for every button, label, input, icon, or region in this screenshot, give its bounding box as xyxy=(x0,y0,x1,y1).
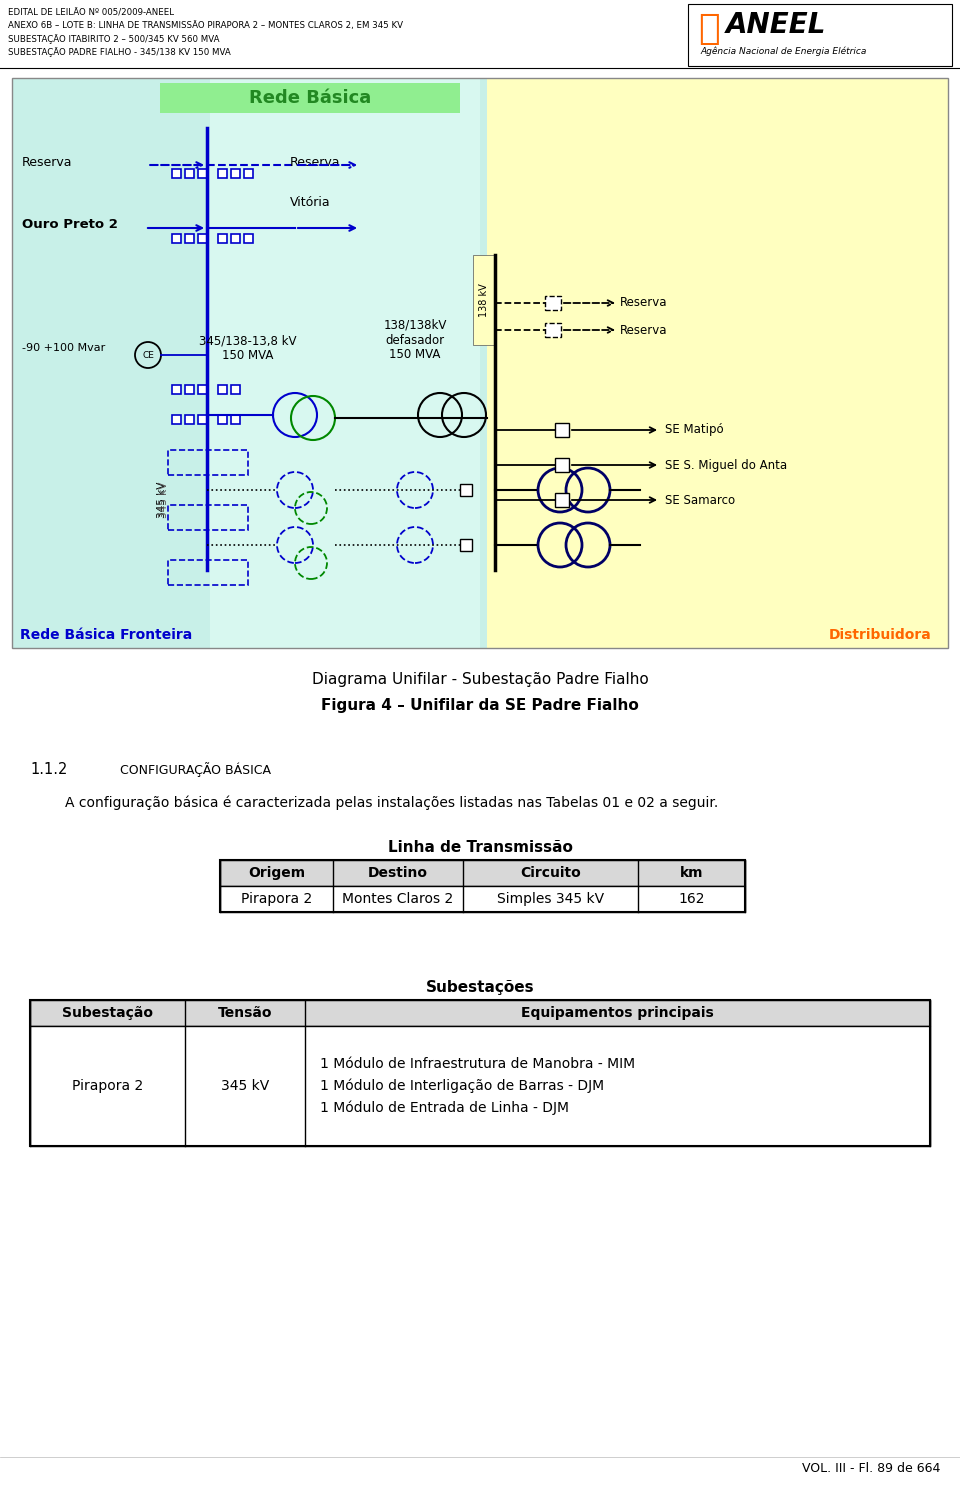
Text: ⯈: ⯈ xyxy=(698,12,720,46)
Text: Reserva: Reserva xyxy=(620,323,667,336)
Text: Vitória: Vitória xyxy=(290,196,330,210)
Bar xyxy=(220,860,745,885)
Bar xyxy=(168,449,248,475)
Text: Rede Básica: Rede Básica xyxy=(249,89,372,107)
Text: ANEEL: ANEEL xyxy=(726,10,827,39)
Bar xyxy=(231,234,240,243)
Bar xyxy=(172,234,181,243)
Bar xyxy=(172,385,181,394)
Bar xyxy=(231,415,240,424)
Text: SE Samarco: SE Samarco xyxy=(665,494,735,506)
Bar xyxy=(545,323,561,336)
Bar xyxy=(218,170,227,179)
Text: SE S. Miguel do Anta: SE S. Miguel do Anta xyxy=(665,458,787,472)
Bar xyxy=(231,170,240,179)
Text: 345/138-13,8 kV
150 MVA: 345/138-13,8 kV 150 MVA xyxy=(200,333,297,362)
Text: 138/138kV
defasador
150 MVA: 138/138kV defasador 150 MVA xyxy=(383,318,446,362)
Text: A configuração básica é caracterizada pelas instalações listadas nas Tabelas 01 : A configuração básica é caracterizada pe… xyxy=(65,795,718,809)
Text: 162: 162 xyxy=(679,891,705,906)
Bar xyxy=(185,170,194,179)
Bar xyxy=(198,415,207,424)
Text: EDITAL DE LEILÃO Nº 005/2009-ANEEL: EDITAL DE LEILÃO Nº 005/2009-ANEEL xyxy=(8,7,174,16)
Bar xyxy=(160,83,460,113)
Text: Reserva: Reserva xyxy=(22,156,73,170)
Text: Pirapora 2: Pirapora 2 xyxy=(241,891,312,906)
Text: Figura 4 – Unifilar da SE Padre Fialho: Figura 4 – Unifilar da SE Padre Fialho xyxy=(322,698,638,713)
Text: Montes Claros 2: Montes Claros 2 xyxy=(343,891,454,906)
Text: SUBESTAÇÃO PADRE FIALHO - 345/138 KV 150 MVA: SUBESTAÇÃO PADRE FIALHO - 345/138 KV 150… xyxy=(8,48,230,57)
Text: Distribuidora: Distribuidora xyxy=(828,628,931,641)
Text: Ouro Preto 2: Ouro Preto 2 xyxy=(22,219,118,232)
Bar xyxy=(555,458,569,472)
Bar xyxy=(460,484,472,496)
Text: ANEXO 6B – LOTE B: LINHA DE TRANSMISSÃO PIRAPORA 2 – MONTES CLAROS 2, EM 345 KV: ANEXO 6B – LOTE B: LINHA DE TRANSMISSÃO … xyxy=(8,21,403,30)
Text: 138 kV: 138 kV xyxy=(479,283,489,317)
Text: CE: CE xyxy=(142,351,154,360)
Bar xyxy=(185,415,194,424)
Text: Circuito: Circuito xyxy=(520,866,581,879)
Text: 1 Módulo de Entrada de Linha - DJM: 1 Módulo de Entrada de Linha - DJM xyxy=(320,1101,569,1115)
Text: Rede Básica Fronteira: Rede Básica Fronteira xyxy=(20,628,192,641)
Bar xyxy=(473,254,495,345)
Bar xyxy=(218,234,227,243)
Text: Diagrama Unifilar - Subestação Padre Fialho: Diagrama Unifilar - Subestação Padre Fia… xyxy=(312,673,648,687)
Bar xyxy=(30,1000,930,1027)
Bar xyxy=(220,860,745,912)
Bar xyxy=(172,415,181,424)
Text: 1 Módulo de Interligação de Barras - DJM: 1 Módulo de Interligação de Barras - DJM xyxy=(320,1079,604,1094)
Bar xyxy=(185,234,194,243)
Text: km: km xyxy=(680,866,704,879)
Bar xyxy=(198,234,207,243)
Bar xyxy=(244,234,253,243)
Bar xyxy=(555,423,569,437)
Text: Pirapora 2: Pirapora 2 xyxy=(72,1079,143,1094)
Text: Reserva: Reserva xyxy=(290,156,341,170)
Text: Subestação: Subestação xyxy=(62,1006,153,1019)
Bar xyxy=(168,504,248,530)
Text: Reserva: Reserva xyxy=(620,296,667,310)
Bar xyxy=(12,77,487,647)
Bar xyxy=(30,1027,930,1146)
Bar xyxy=(12,77,948,647)
Bar xyxy=(688,4,952,65)
Bar xyxy=(555,493,569,507)
Bar xyxy=(198,385,207,394)
Text: 1 Módulo de Infraestrutura de Manobra - MIM: 1 Módulo de Infraestrutura de Manobra - … xyxy=(320,1056,636,1071)
Bar xyxy=(198,170,207,179)
Text: VOL. III - Fl. 89 de 664: VOL. III - Fl. 89 de 664 xyxy=(802,1463,940,1475)
Bar xyxy=(460,539,472,551)
Text: 345 kV: 345 kV xyxy=(159,482,169,518)
Bar xyxy=(244,170,253,179)
Bar xyxy=(231,385,240,394)
Bar xyxy=(218,385,227,394)
Bar xyxy=(487,77,948,647)
Bar xyxy=(172,170,181,179)
Bar xyxy=(30,1000,930,1146)
Text: Subestações: Subestações xyxy=(425,981,535,995)
Text: CONFIGURAÇÃO BÁSICA: CONFIGURAÇÃO BÁSICA xyxy=(120,762,271,777)
Text: SE Matipó: SE Matipó xyxy=(665,424,724,436)
Bar xyxy=(545,296,561,310)
Text: -90 +100 Mvar: -90 +100 Mvar xyxy=(22,344,106,353)
Bar xyxy=(12,77,948,647)
Bar xyxy=(168,559,248,585)
Text: Simples 345 kV: Simples 345 kV xyxy=(497,891,604,906)
Bar xyxy=(210,77,480,647)
Text: Equipamentos principais: Equipamentos principais xyxy=(521,1006,714,1019)
Text: Origem: Origem xyxy=(248,866,305,879)
Text: Destino: Destino xyxy=(368,866,428,879)
Text: SUBESTAÇÃO ITABIRITO 2 – 500/345 KV 560 MVA: SUBESTAÇÃO ITABIRITO 2 – 500/345 KV 560 … xyxy=(8,34,220,43)
Text: 345 kV: 345 kV xyxy=(157,482,167,518)
Text: 1.1.2: 1.1.2 xyxy=(30,762,67,777)
Bar xyxy=(218,415,227,424)
Text: Agência Nacional de Energia Elétrica: Agência Nacional de Energia Elétrica xyxy=(700,46,866,55)
Text: 345 kV: 345 kV xyxy=(221,1079,269,1094)
Text: Tensão: Tensão xyxy=(218,1006,273,1019)
Bar xyxy=(220,885,745,912)
Bar xyxy=(185,385,194,394)
Text: Linha de Transmissão: Linha de Transmissão xyxy=(388,841,572,856)
